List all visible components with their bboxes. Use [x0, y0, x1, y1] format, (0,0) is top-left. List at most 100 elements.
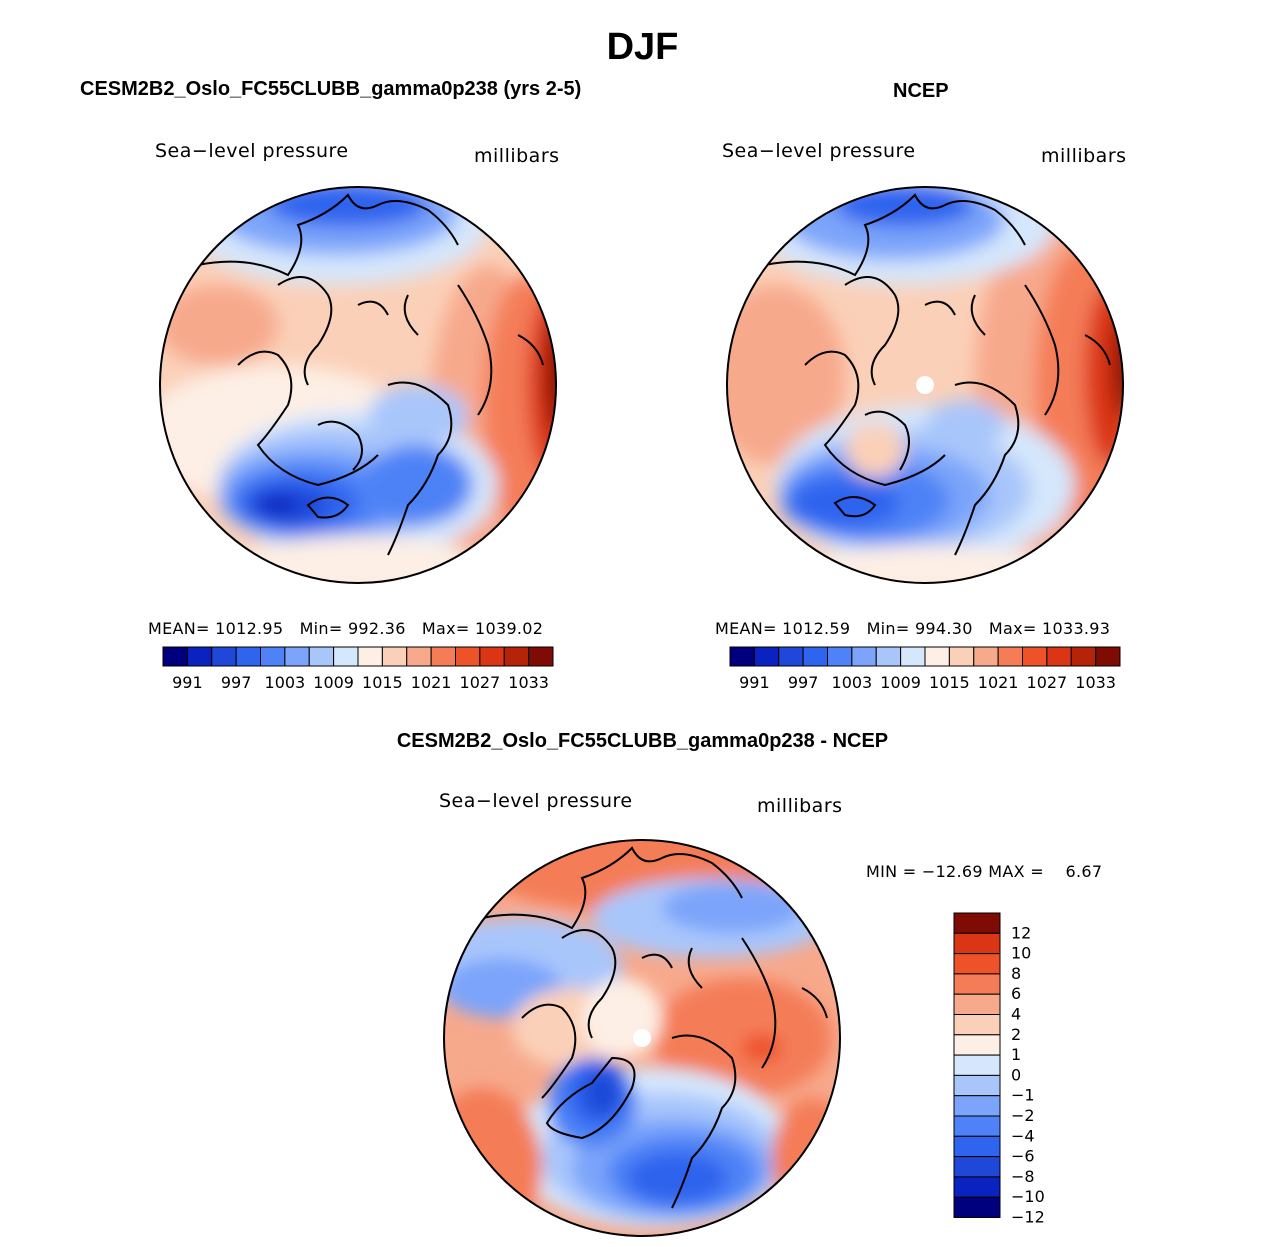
colorbar-box: [973, 646, 999, 667]
colorbar-box: [333, 646, 359, 667]
colorbar-box: [406, 646, 432, 667]
colorbar-tick-label: 1: [1011, 1045, 1021, 1064]
colorbar-box: [528, 646, 554, 667]
colorbar-tick-label: 10: [1011, 944, 1031, 963]
max-label: Max=: [988, 619, 1037, 638]
colorbar-box: [953, 1156, 1001, 1178]
colorbar-tick-label: −1: [1011, 1086, 1035, 1105]
colorbar-box: [357, 646, 383, 667]
panel-title-model: CESM2B2_Oslo_FC55CLUBB_gamma0p238 (yrs 2…: [80, 78, 582, 100]
colorbar-box: [953, 1095, 1001, 1117]
mean-value: 1012.95: [215, 619, 284, 638]
units-label-obs: millibars: [1041, 145, 1127, 167]
colorbar-box: [953, 1115, 1001, 1137]
colorbar-box: [875, 646, 902, 667]
panel-title-diff: CESM2B2_Oslo_FC55CLUBB_gamma0p238 - NCEP: [396, 730, 889, 752]
colorbar-tick-label: 2: [1011, 1025, 1021, 1044]
max-value: 1033.93: [1042, 619, 1111, 638]
colorbar-box: [953, 932, 1001, 955]
min-label: Min=: [299, 619, 343, 638]
colorbar-box: [729, 646, 755, 667]
colorbar-tick-label: 997: [788, 673, 819, 692]
colorbar-tick-label: 1003: [265, 673, 306, 692]
polar-map-model: [159, 186, 557, 584]
missing-data-pole: [916, 376, 934, 394]
colorbar-box: [211, 646, 237, 667]
contour-fills: [160, 187, 556, 583]
page-title: DJF: [606, 26, 679, 68]
colorbar-box: [953, 1054, 1001, 1076]
colorbar-box: [1046, 646, 1072, 667]
colorbar-box: [953, 1034, 1001, 1056]
colorbar-box: [851, 646, 877, 667]
colorbar-box: [953, 1074, 1001, 1097]
colorbar-tick-label: 991: [172, 673, 203, 692]
colorbar-tick-label: 1009: [880, 673, 921, 692]
min-value: 994.30: [914, 619, 973, 638]
stats-obs: MEAN= 1012.59 Min= 994.30 Max= 1033.93: [715, 619, 1110, 638]
colorbar-tick-label: −2: [1011, 1106, 1035, 1125]
colorbar-box: [284, 646, 310, 667]
colorbar-tick-label: 0: [1011, 1065, 1021, 1084]
colorbar-box: [430, 646, 456, 667]
coastlines: [481, 846, 828, 1209]
variable-label-obs: Sea−level pressure: [722, 140, 916, 162]
colorbar-tick-label: 1009: [313, 673, 354, 692]
colorbar-box: [802, 646, 828, 667]
colorbar-box: [479, 646, 505, 667]
colorbar-box: [953, 1014, 1001, 1036]
colorbar-box: [235, 646, 261, 667]
colorbar-obs: 991 997 1003 1009 1015 1021 1027 1033: [729, 646, 1121, 692]
colorbar-box: [827, 646, 853, 667]
colorbar-tick-label: −4: [1011, 1126, 1035, 1145]
colorbar-tick-label: 1021: [978, 673, 1019, 692]
colorbar-box: [1022, 646, 1048, 667]
colorbar-box: [997, 646, 1023, 667]
units-label-diff: millibars: [757, 795, 843, 817]
colorbar-tick-label: 991: [739, 673, 770, 692]
colorbar-tick-label: 12: [1011, 923, 1031, 942]
coastlines: [764, 193, 1111, 556]
stats-model: MEAN= 1012.95 Min= 992.36 Max= 1039.02: [148, 619, 543, 638]
mean-label: MEAN=: [148, 619, 210, 638]
colorbar-tick-label: 997: [221, 673, 252, 692]
colorbar-box: [1070, 646, 1097, 667]
colorbar-tick-label: 1027: [1027, 673, 1068, 692]
colorbar-box: [953, 1176, 1001, 1198]
mean-value: 1012.59: [782, 619, 851, 638]
colorbar-box: [1095, 646, 1121, 667]
variable-label-diff: Sea−level pressure: [439, 790, 633, 812]
colorbar-box: [778, 646, 804, 667]
colorbar-tick-label: 1003: [832, 673, 873, 692]
colorbar-tick-label: −6: [1011, 1147, 1035, 1166]
colorbar-tick-label: −12: [1011, 1208, 1045, 1227]
colorbar-box: [900, 646, 926, 667]
colorbar-tick-label: 4: [1011, 1005, 1021, 1024]
colorbar-model: 991 997 1003 1009 1015 1021 1027 1033: [162, 646, 554, 692]
colorbar-tick-label: −10: [1011, 1187, 1045, 1206]
polar-map-obs: [726, 186, 1124, 584]
colorbar-box: [953, 973, 1001, 995]
colorbar-box: [260, 646, 286, 667]
colorbar-tick-label: 1015: [929, 673, 970, 692]
colorbar-tick-label: 6: [1011, 984, 1021, 1003]
colorbar-box: [948, 646, 975, 667]
colorbar-tick-label: 1027: [460, 673, 501, 692]
colorbar-box: [953, 953, 1001, 975]
colorbar-box: [753, 646, 780, 667]
mean-label: MEAN=: [715, 619, 777, 638]
colorbar-box: [953, 912, 1001, 934]
colorbar-tick-label: 1033: [1075, 673, 1116, 692]
colorbar-box: [953, 1135, 1001, 1158]
variable-label-model: Sea−level pressure: [155, 140, 349, 162]
colorbar-box: [953, 993, 1001, 1015]
polar-map-diff: [443, 839, 841, 1237]
max-value: 1039.02: [475, 619, 544, 638]
missing-data-pole: [633, 1029, 651, 1047]
colorbar-box: [503, 646, 530, 667]
units-label-model: millibars: [474, 145, 560, 167]
colorbar-box: [186, 646, 213, 667]
colorbar-tick-label: 1015: [362, 673, 403, 692]
colorbar-box: [381, 646, 408, 667]
